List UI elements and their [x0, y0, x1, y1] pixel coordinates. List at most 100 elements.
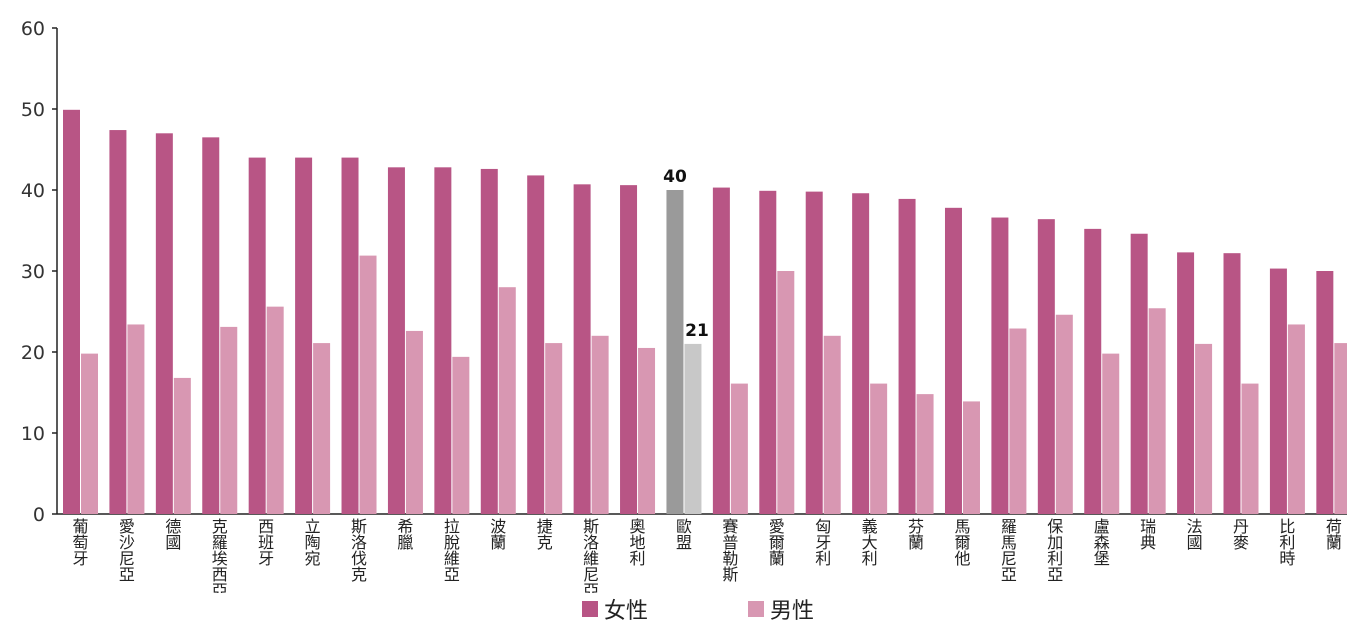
bar-male: [1241, 383, 1259, 514]
bar-female: [1223, 253, 1241, 514]
bar-female: [991, 217, 1009, 515]
bar-female: [805, 191, 823, 514]
category-label-text: 歐盟: [676, 517, 692, 552]
category-label-text: 羅馬尼亞: [1001, 517, 1017, 584]
y-tick-label: 20: [21, 342, 45, 364]
bar-male: [870, 383, 888, 514]
bar-male: [266, 306, 284, 514]
legend-swatch-male: [748, 601, 764, 617]
category-label-text: 法國: [1187, 517, 1203, 552]
y-tick-label: 10: [21, 423, 45, 445]
category-label: 愛沙尼亞: [119, 517, 135, 584]
category-label: 立陶宛: [305, 517, 321, 568]
bar-male: [1195, 343, 1213, 514]
category-label-text: 克羅埃西亞: [212, 517, 228, 593]
bar-male: [313, 343, 331, 514]
bar-male: [545, 343, 563, 514]
bar-female: [712, 187, 730, 514]
data-label: 40: [663, 167, 687, 187]
bar-female: [341, 157, 359, 514]
category-label: 匈牙利: [815, 517, 831, 568]
bar-female: [759, 190, 777, 514]
bar-male: [591, 335, 609, 514]
category-label: 比利時: [1279, 517, 1295, 568]
bar-female: [1130, 233, 1148, 515]
category-label: 波蘭: [490, 517, 506, 552]
category-label: 葡萄牙: [72, 517, 88, 568]
bar-female: [155, 133, 173, 515]
category-label: 奧地利: [630, 517, 646, 568]
bar-male: [405, 330, 423, 514]
bar-male: [498, 287, 516, 514]
category-label-text: 拉脫維亞: [444, 517, 460, 584]
legend: 女性 男性: [0, 593, 1347, 625]
legend-label-female: 女性: [604, 599, 649, 624]
category-label-text: 斯洛維尼亞: [583, 517, 599, 593]
y-tick-label: 60: [21, 18, 45, 40]
bar-male: [777, 271, 795, 514]
category-label: 西班牙: [258, 517, 274, 568]
category-label: 荷蘭: [1326, 517, 1342, 552]
category-label-text: 希臘: [397, 517, 413, 552]
bar-male: [1148, 308, 1166, 514]
bar-female: [666, 190, 684, 514]
category-label-text: 捷克: [537, 517, 553, 552]
category-label: 克羅埃西亞: [212, 517, 228, 593]
category-label: 羅馬尼亞: [1001, 517, 1017, 584]
category-label: 德國: [165, 517, 181, 552]
category-label-text: 立陶宛: [305, 517, 321, 568]
y-tick-label: 30: [21, 261, 45, 283]
bar-male: [684, 343, 702, 514]
bar-male: [638, 347, 656, 514]
bar-female: [1037, 219, 1055, 514]
bar-male: [127, 324, 145, 514]
category-label-text: 匈牙利: [815, 517, 831, 568]
category-label-text: 荷蘭: [1326, 517, 1342, 552]
bar-male: [359, 255, 377, 515]
category-label: 盧森堡: [1094, 517, 1110, 568]
bar-male: [1102, 353, 1120, 514]
category-label-text: 斯洛伐克: [351, 517, 367, 584]
category-label-text: 瑞典: [1140, 517, 1156, 552]
category-label-text: 賽普勒斯: [722, 517, 738, 584]
legend-item-female: 女性: [582, 593, 648, 625]
category-label-text: 愛沙尼亞: [119, 517, 135, 584]
bar-female: [898, 198, 916, 514]
bar-male: [916, 394, 934, 514]
bar-male: [220, 326, 238, 514]
bar-male: [962, 401, 980, 514]
y-axis: 0 10 20 30 40 50 60: [21, 18, 1347, 526]
category-label: 賽普勒斯: [722, 517, 738, 584]
legend-item-male: 男性: [748, 593, 814, 625]
y-tick-label: 40: [21, 180, 45, 202]
bar-male: [1055, 314, 1073, 514]
bar-female: [295, 157, 313, 514]
bar-male: [1287, 324, 1305, 514]
category-label: 希臘: [397, 517, 413, 552]
bar-male: [1009, 328, 1027, 514]
category-label-text: 丹麥: [1233, 517, 1249, 552]
category-label-text: 奧地利: [630, 517, 646, 568]
bar-female: [109, 130, 127, 514]
bar-male: [173, 377, 191, 514]
data-labels: 40 21: [663, 167, 709, 341]
category-label-text: 義大利: [862, 517, 878, 568]
category-label: 保加利亞: [1047, 517, 1063, 584]
bar-female: [527, 175, 545, 515]
category-label-text: 愛爾蘭: [769, 517, 785, 568]
category-label: 馬爾他: [954, 517, 970, 568]
bar-female: [573, 184, 591, 514]
bar-chart: 0 10 20 30 40 50 60 葡萄牙 愛沙尼亞 德國 克羅埃西亞 西班牙 立陶宛 斯洛伐克 希臘…: [21, 18, 1347, 593]
bar-female: [944, 207, 962, 514]
bar-female: [620, 185, 638, 514]
legend-swatch-female: [582, 601, 598, 617]
category-label: 瑞典: [1140, 517, 1156, 552]
bar-female: [1177, 252, 1195, 514]
category-label: 斯洛伐克: [351, 517, 367, 584]
bar-female: [387, 167, 405, 514]
bar-female: [1269, 268, 1287, 514]
bar-male: [823, 335, 841, 514]
category-label-text: 德國: [165, 517, 181, 552]
y-tick-label: 50: [21, 99, 45, 121]
category-label-text: 西班牙: [258, 517, 274, 568]
